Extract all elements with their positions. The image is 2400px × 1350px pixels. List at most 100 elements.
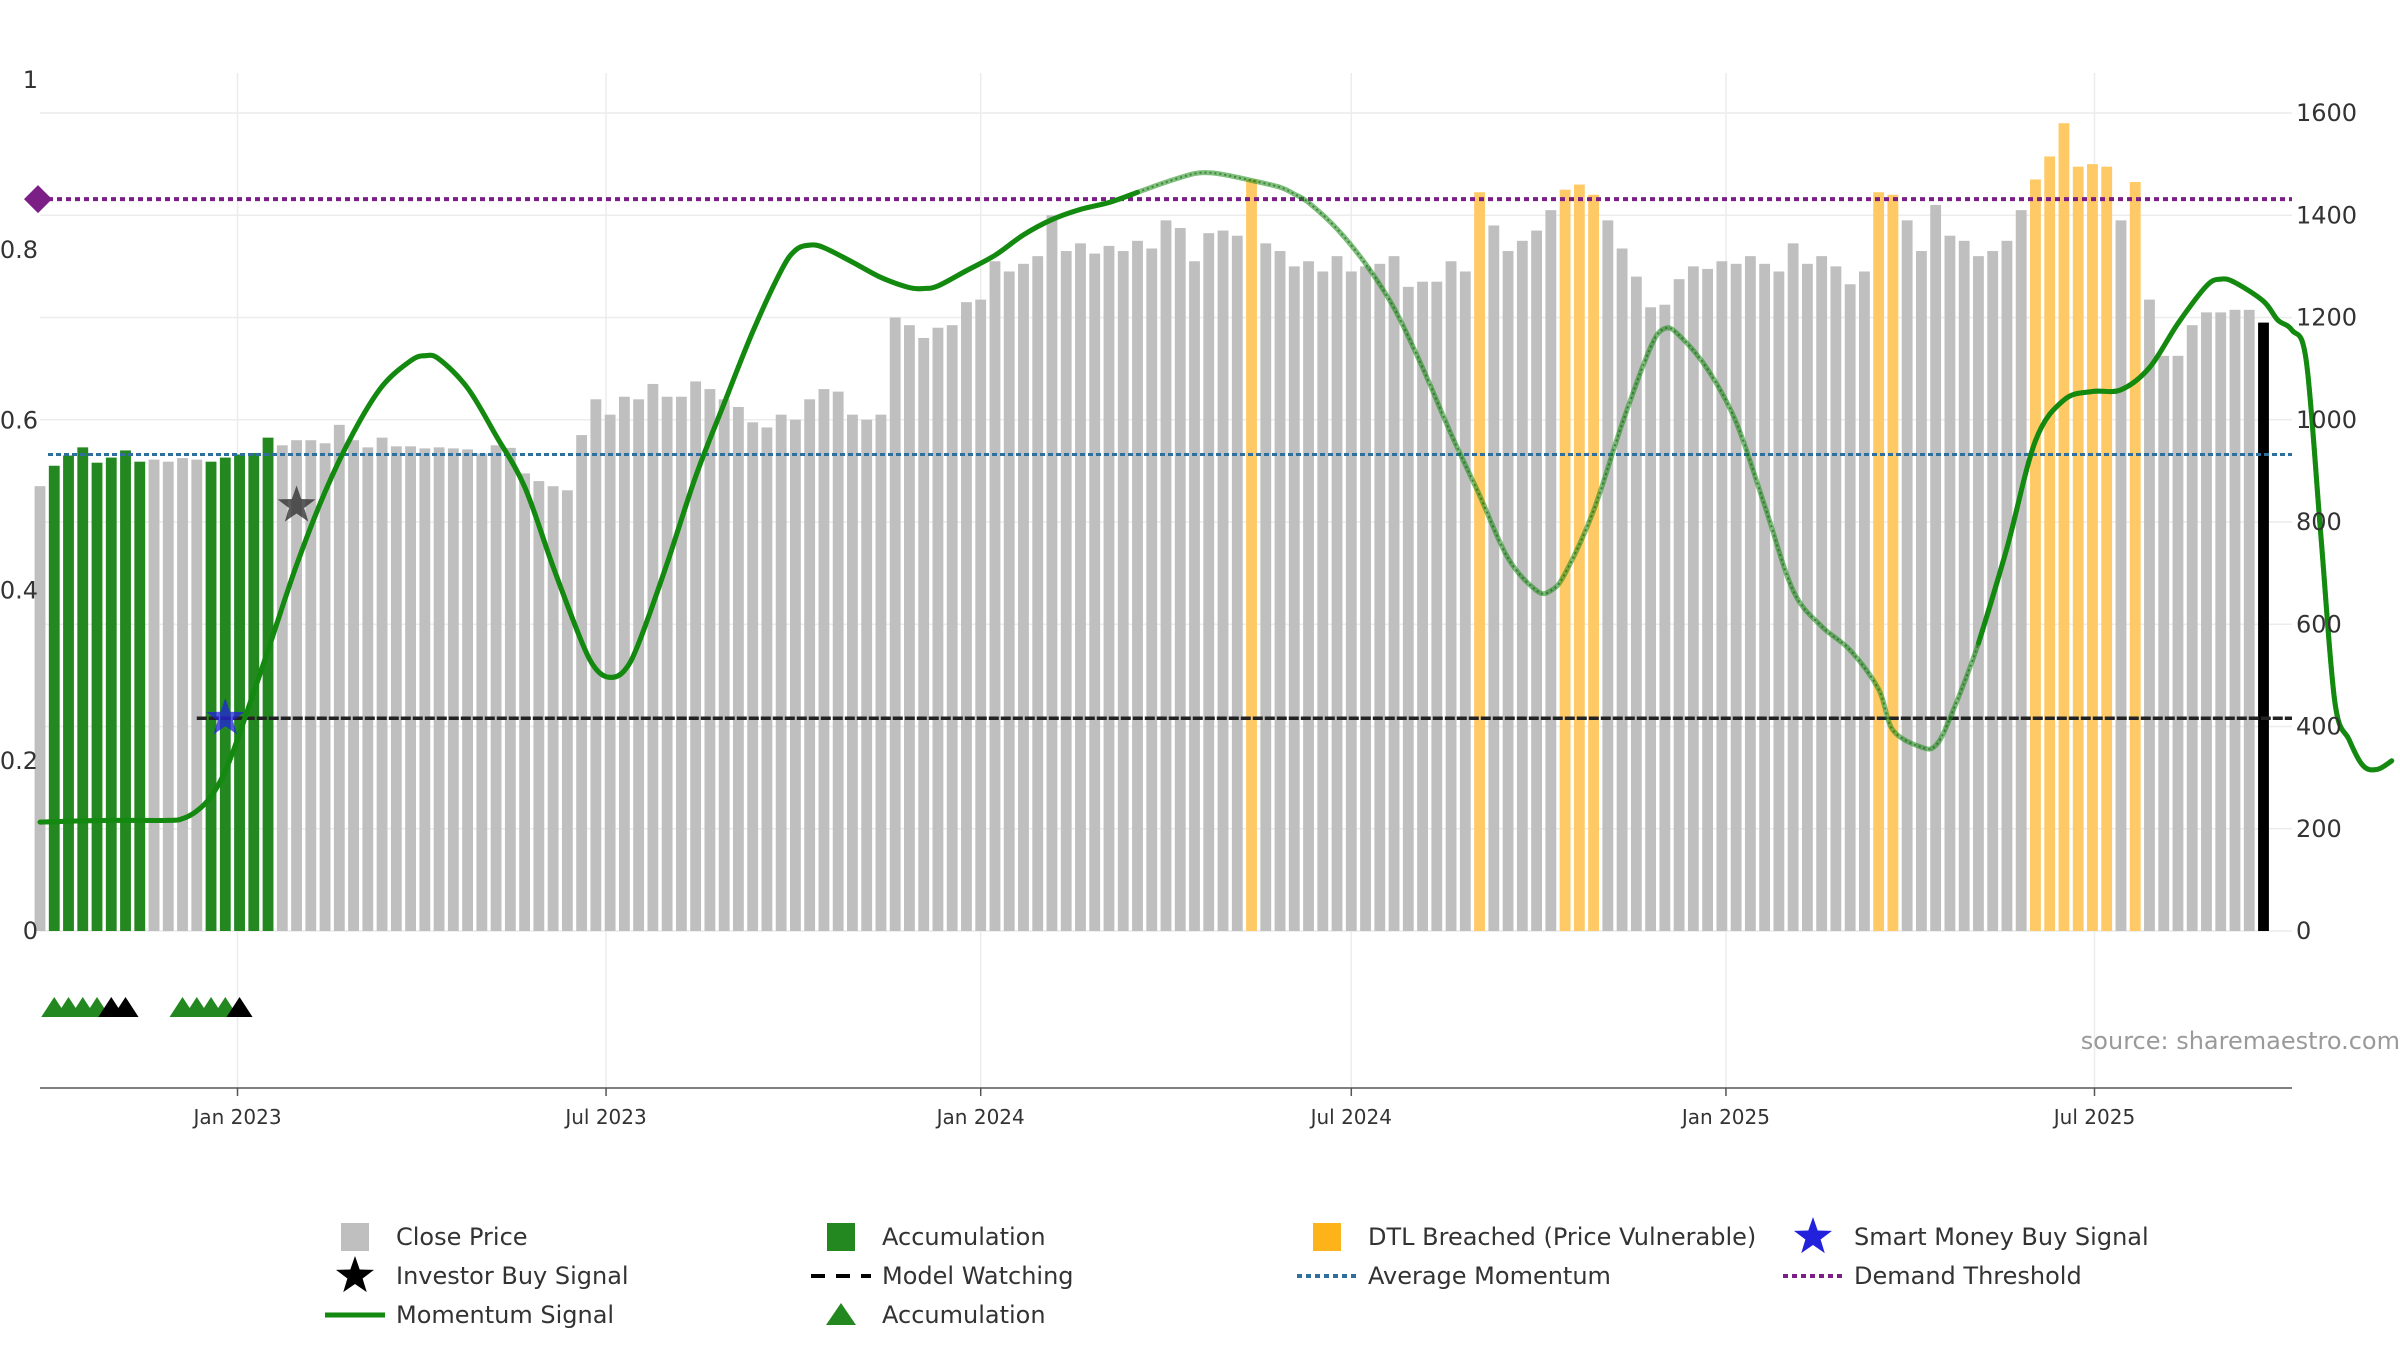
close-price-legend-icon [341,1223,369,1251]
close-price-bar [1502,251,1514,932]
left-y-tick-label: 0.2 [0,747,38,775]
accumulation-triangle-icon [826,1303,856,1325]
dtl-breached-bar [2129,182,2141,931]
close-price-bar [1089,253,1101,932]
x-tick-label: Jul 2024 [1309,1105,1392,1129]
dtl-breached-bar [1559,189,1571,931]
accumulation-bar [234,454,245,931]
close-price-bar [1060,251,1072,932]
close-price-bar [804,399,816,931]
close-price-bar [847,414,858,931]
right-y-tick-label: 400 [2296,713,2342,741]
close-price-bar [1374,263,1386,931]
investor-star-icon [335,1256,375,1293]
close-price-bar [1687,266,1699,932]
close-price-bar [1117,251,1129,932]
close-price-bar [305,440,317,931]
legend-label: Accumulation [882,1223,1046,1251]
close-price-bar [1516,240,1528,931]
close-price-bar [504,447,516,931]
close-price-bar [1203,233,1215,931]
close-price-bar [2172,355,2184,932]
right-y-tick-label: 1400 [2296,201,2357,229]
close-price-bar [946,325,958,931]
reference-lines [24,185,2292,720]
close-price-bar [604,414,616,931]
close-price-bar [276,445,288,931]
close-price-bar [1331,256,1343,931]
close-price-bar [747,422,759,931]
close-price-bar [2015,210,2027,931]
close-price-bar [961,302,972,931]
close-price-bar [519,473,531,931]
right-y-tick-label: 0 [2296,917,2311,945]
source-label: source: sharemaestro.com [2081,1027,2400,1055]
signal-markers-layer [41,485,316,1017]
close-price-bar [1402,286,1414,932]
close-price-bar [1445,261,1457,931]
close-price-bar [1773,271,1785,931]
close-price-bar [1260,243,1272,931]
close-price-bar [1702,268,1714,931]
dtl-breached-bar [2101,166,2113,931]
legend-item: Close Price [341,1223,528,1251]
close-price-bar [476,453,488,931]
accumulation-bar [205,461,217,931]
close-price-bar [1901,220,1913,932]
legend-item: Accumulation [827,1223,1046,1251]
right-y-tick-label: 200 [2296,815,2342,843]
close-price-bar [1916,251,1927,932]
close-price-bar [1217,230,1229,932]
right-y-tick-label: 800 [2296,508,2342,536]
accumulation-bar [105,457,117,931]
close-price-bar [148,459,160,931]
close-price-bar [875,414,887,931]
momentum-signal-layer [37,170,2395,825]
close-price-bar [761,427,773,931]
close-price-bar [447,448,459,931]
dtl-breached-bar [1588,194,1600,932]
close-price-bar [1189,261,1200,931]
close-price-bar [1531,230,1542,932]
close-price-bar [1858,271,1870,931]
close-price-bar [319,443,331,931]
dtl-breached-bar [2072,166,2084,931]
close-price-bar [177,458,188,931]
close-price-bar [1231,235,1243,931]
close-price-bar [1146,248,1158,932]
close-price-bar [1132,240,1143,931]
close-price-bar [1830,266,1842,932]
close-price-bar [490,445,502,931]
legend-item: DTL Breached (Price Vulnerable) [1313,1223,1756,1251]
close-price-bar [2186,325,2198,931]
close-price-bar [2243,309,2255,932]
close-price-bar [904,325,915,931]
left-y-tick-label: 1 [23,66,38,94]
close-price-bar [989,261,1001,931]
close-price-bar [333,424,345,931]
x-tick-label: Jan 2023 [191,1105,281,1129]
accumulation-bar [63,455,74,931]
close-price-bar [647,383,659,932]
close-price-bar [1801,263,1813,931]
right-y-tick-label: 1600 [2296,99,2357,127]
legend-item: Momentum Signal [325,1301,614,1329]
close-price-bar [1288,266,1300,932]
close-price-bar [376,437,388,931]
dtl-breached-bar [1573,184,1585,931]
bars-layer [34,123,2269,932]
close-price-bar [291,440,302,931]
close-price-bar [618,396,630,931]
left-y-tick-label: 0 [23,917,38,945]
close-price-bar [633,399,645,931]
close-price-bar [1174,228,1186,931]
momentum-signal-line [37,189,1140,825]
close-price-bar [1630,276,1642,932]
investor-signal-triangle [112,997,139,1017]
x-tick-label: Jan 2024 [935,1105,1025,1129]
close-price-bar [1816,256,1828,931]
close-price-bar [2215,312,2227,931]
close-price-bar [561,490,573,931]
close-price-bar [1973,256,1984,931]
close-price-bar [932,327,944,932]
